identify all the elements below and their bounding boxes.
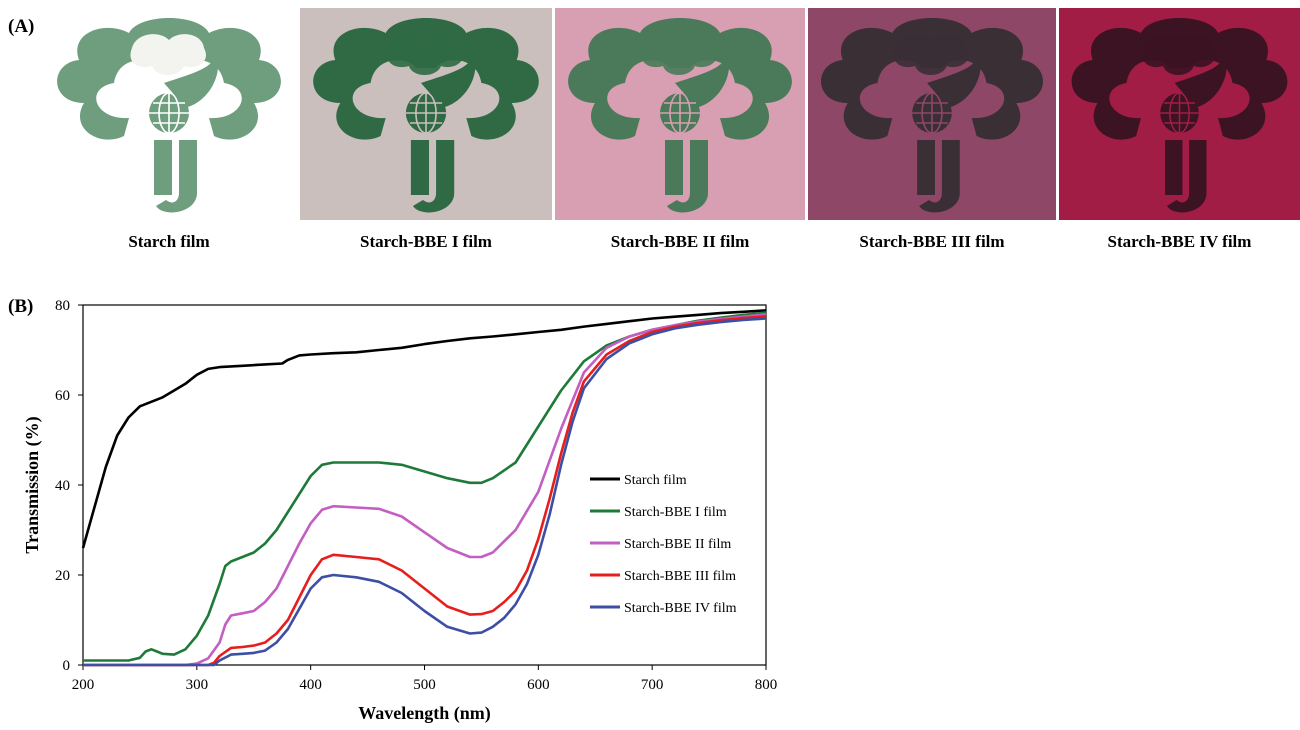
film-photo-bbe-4 <box>1059 8 1300 220</box>
logo-trunk-left <box>917 140 935 195</box>
series-line-2 <box>83 311 767 662</box>
logo-globe-grid <box>660 92 700 134</box>
x-tick-label: 500 <box>413 677 436 693</box>
logo-bird-shape <box>164 53 219 108</box>
logo-inner-cloud <box>130 34 206 75</box>
x-tick-label: 300 <box>186 677 209 693</box>
logo-trunk-right <box>1166 140 1207 213</box>
caption-starch-film: Starch film <box>128 232 210 251</box>
logo-crown-shape <box>568 18 792 140</box>
x-tick-label: 600 <box>527 677 550 693</box>
logo-crown-shape <box>57 18 281 140</box>
transmission-chart: 200 300 400 500 600 700 800 0 20 40 60 80 Wavelength… <box>22 298 778 724</box>
film-photo-image <box>555 8 805 220</box>
university-logo <box>313 18 539 213</box>
x-tick-label: 700 <box>641 677 664 693</box>
y-tick-label: 40 <box>55 478 70 494</box>
y-tick-label: 20 <box>55 568 70 584</box>
logo-trunk-right <box>667 140 708 213</box>
x-tick-label: 200 <box>72 677 95 693</box>
logo-trunk-right <box>919 140 960 213</box>
y-axis-label: Transmission (%) <box>22 416 43 553</box>
logo-globe-grid <box>149 92 189 134</box>
legend-label: Starch-BBE IV film <box>624 601 737 616</box>
university-logo <box>1071 18 1288 213</box>
university-logo <box>820 18 1044 213</box>
film-photo-bbe-2 <box>555 8 805 220</box>
y-tick-label: 80 <box>55 298 70 314</box>
logo-bird-shape <box>1174 53 1227 108</box>
film-photo-image <box>1059 8 1300 220</box>
caption-bbe-3-film: Starch-BBE III film <box>859 232 1005 251</box>
logo-bird-shape <box>927 53 981 108</box>
legend-label: Starch-BBE II film <box>624 537 731 552</box>
logo-inner-cloud <box>641 34 717 75</box>
y-tick-label: 0 <box>63 658 71 674</box>
legend-label: Starch-BBE I film <box>624 505 727 520</box>
logo-crown-shape <box>820 18 1044 140</box>
film-photo-bbe-3 <box>808 8 1056 220</box>
film-photo-image <box>300 8 552 220</box>
film-photo-starch <box>44 8 294 220</box>
logo-inner-cloud <box>1142 34 1216 75</box>
logo-globe-grid <box>912 92 952 134</box>
logo-inner-cloud <box>387 34 464 75</box>
x-tick-label: 800 <box>755 677 778 693</box>
university-logo <box>57 18 281 213</box>
caption-bbe-2-film: Starch-BBE II film <box>610 232 750 251</box>
caption-bbe-1-film: Starch-BBE I film <box>360 232 492 251</box>
logo-trunk-right <box>412 140 455 213</box>
university-logo <box>568 18 792 213</box>
logo-trunk-left <box>665 140 683 195</box>
x-tick-label: 400 <box>299 677 322 693</box>
series-line-5 <box>83 317 767 667</box>
film-photo-image <box>44 8 294 220</box>
series-line-4 <box>83 315 767 667</box>
legend-label: Starch-BBE III film <box>624 569 736 584</box>
series-line-3 <box>83 313 767 667</box>
legend-label: Starch film <box>624 473 687 488</box>
panel-a-label: (A) <box>8 16 35 37</box>
chart-legend: Starch film Starch-BBE I film Starch-BBE I… <box>590 473 737 616</box>
y-tick-label: 60 <box>55 388 70 404</box>
logo-crown-shape <box>313 18 539 140</box>
film-photos <box>40 8 1300 223</box>
film-photo-bbe-1 <box>300 8 552 220</box>
panel-b-label: (B) <box>8 296 34 317</box>
logo-globe-grid <box>1160 92 1199 134</box>
logo-bird-shape <box>675 53 730 108</box>
logo-inner-cloud <box>893 34 969 75</box>
logo-crown-shape <box>1071 18 1288 140</box>
logo-globe-grid <box>405 92 447 134</box>
logo-bird-shape <box>420 53 476 108</box>
logo-trunk-left <box>1165 140 1183 195</box>
caption-bbe-4-film: Starch-BBE IV film <box>1107 232 1252 251</box>
logo-trunk-left <box>410 140 430 195</box>
x-axis-label: Wavelength (nm) <box>358 703 491 724</box>
film-photo-image <box>808 8 1056 220</box>
logo-trunk-right <box>156 140 197 213</box>
logo-trunk-left <box>154 140 172 195</box>
series-line-1 <box>81 309 767 549</box>
